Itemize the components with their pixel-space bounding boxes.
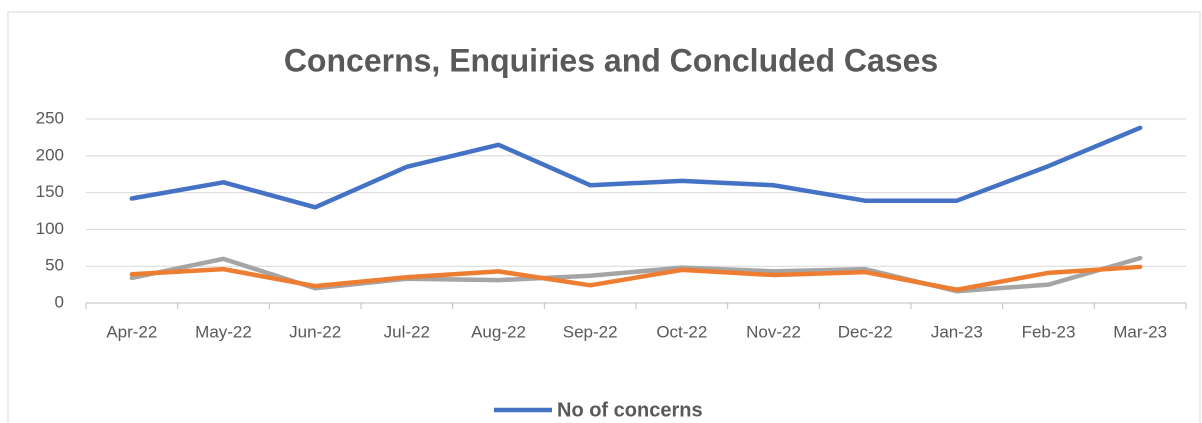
x-tick-label: May-22 xyxy=(195,322,252,341)
y-tick-label: 100 xyxy=(36,219,64,238)
chart-border xyxy=(7,11,1201,423)
x-tick-label: Sep-22 xyxy=(563,322,618,341)
x-tick-label: Feb-23 xyxy=(1022,322,1076,341)
x-tick-label: Nov-22 xyxy=(746,322,801,341)
x-tick-label: Jan-23 xyxy=(931,322,983,341)
chart-title: Concerns, Enquiries and Concluded Cases xyxy=(284,42,938,78)
x-tick-label: Aug-22 xyxy=(471,322,526,341)
y-tick-label: 150 xyxy=(36,182,64,201)
series-line xyxy=(129,255,1143,294)
x-tick-label: Jun-22 xyxy=(289,322,341,341)
y-tick-label: 0 xyxy=(55,292,64,311)
y-tick-label: 50 xyxy=(45,256,64,275)
y-tick-label: 250 xyxy=(36,108,64,127)
x-tick-label: Apr-22 xyxy=(106,322,157,341)
x-tick-label: Dec-22 xyxy=(838,322,893,341)
x-tick-label: Oct-22 xyxy=(656,322,707,341)
legend-label: No of concerns xyxy=(557,399,703,421)
x-tick-label: Jul-22 xyxy=(384,322,430,341)
x-tick-label: Mar-23 xyxy=(1113,322,1167,341)
series-line xyxy=(129,264,1143,293)
y-tick-label: 200 xyxy=(36,145,64,164)
series-line xyxy=(129,125,1143,210)
